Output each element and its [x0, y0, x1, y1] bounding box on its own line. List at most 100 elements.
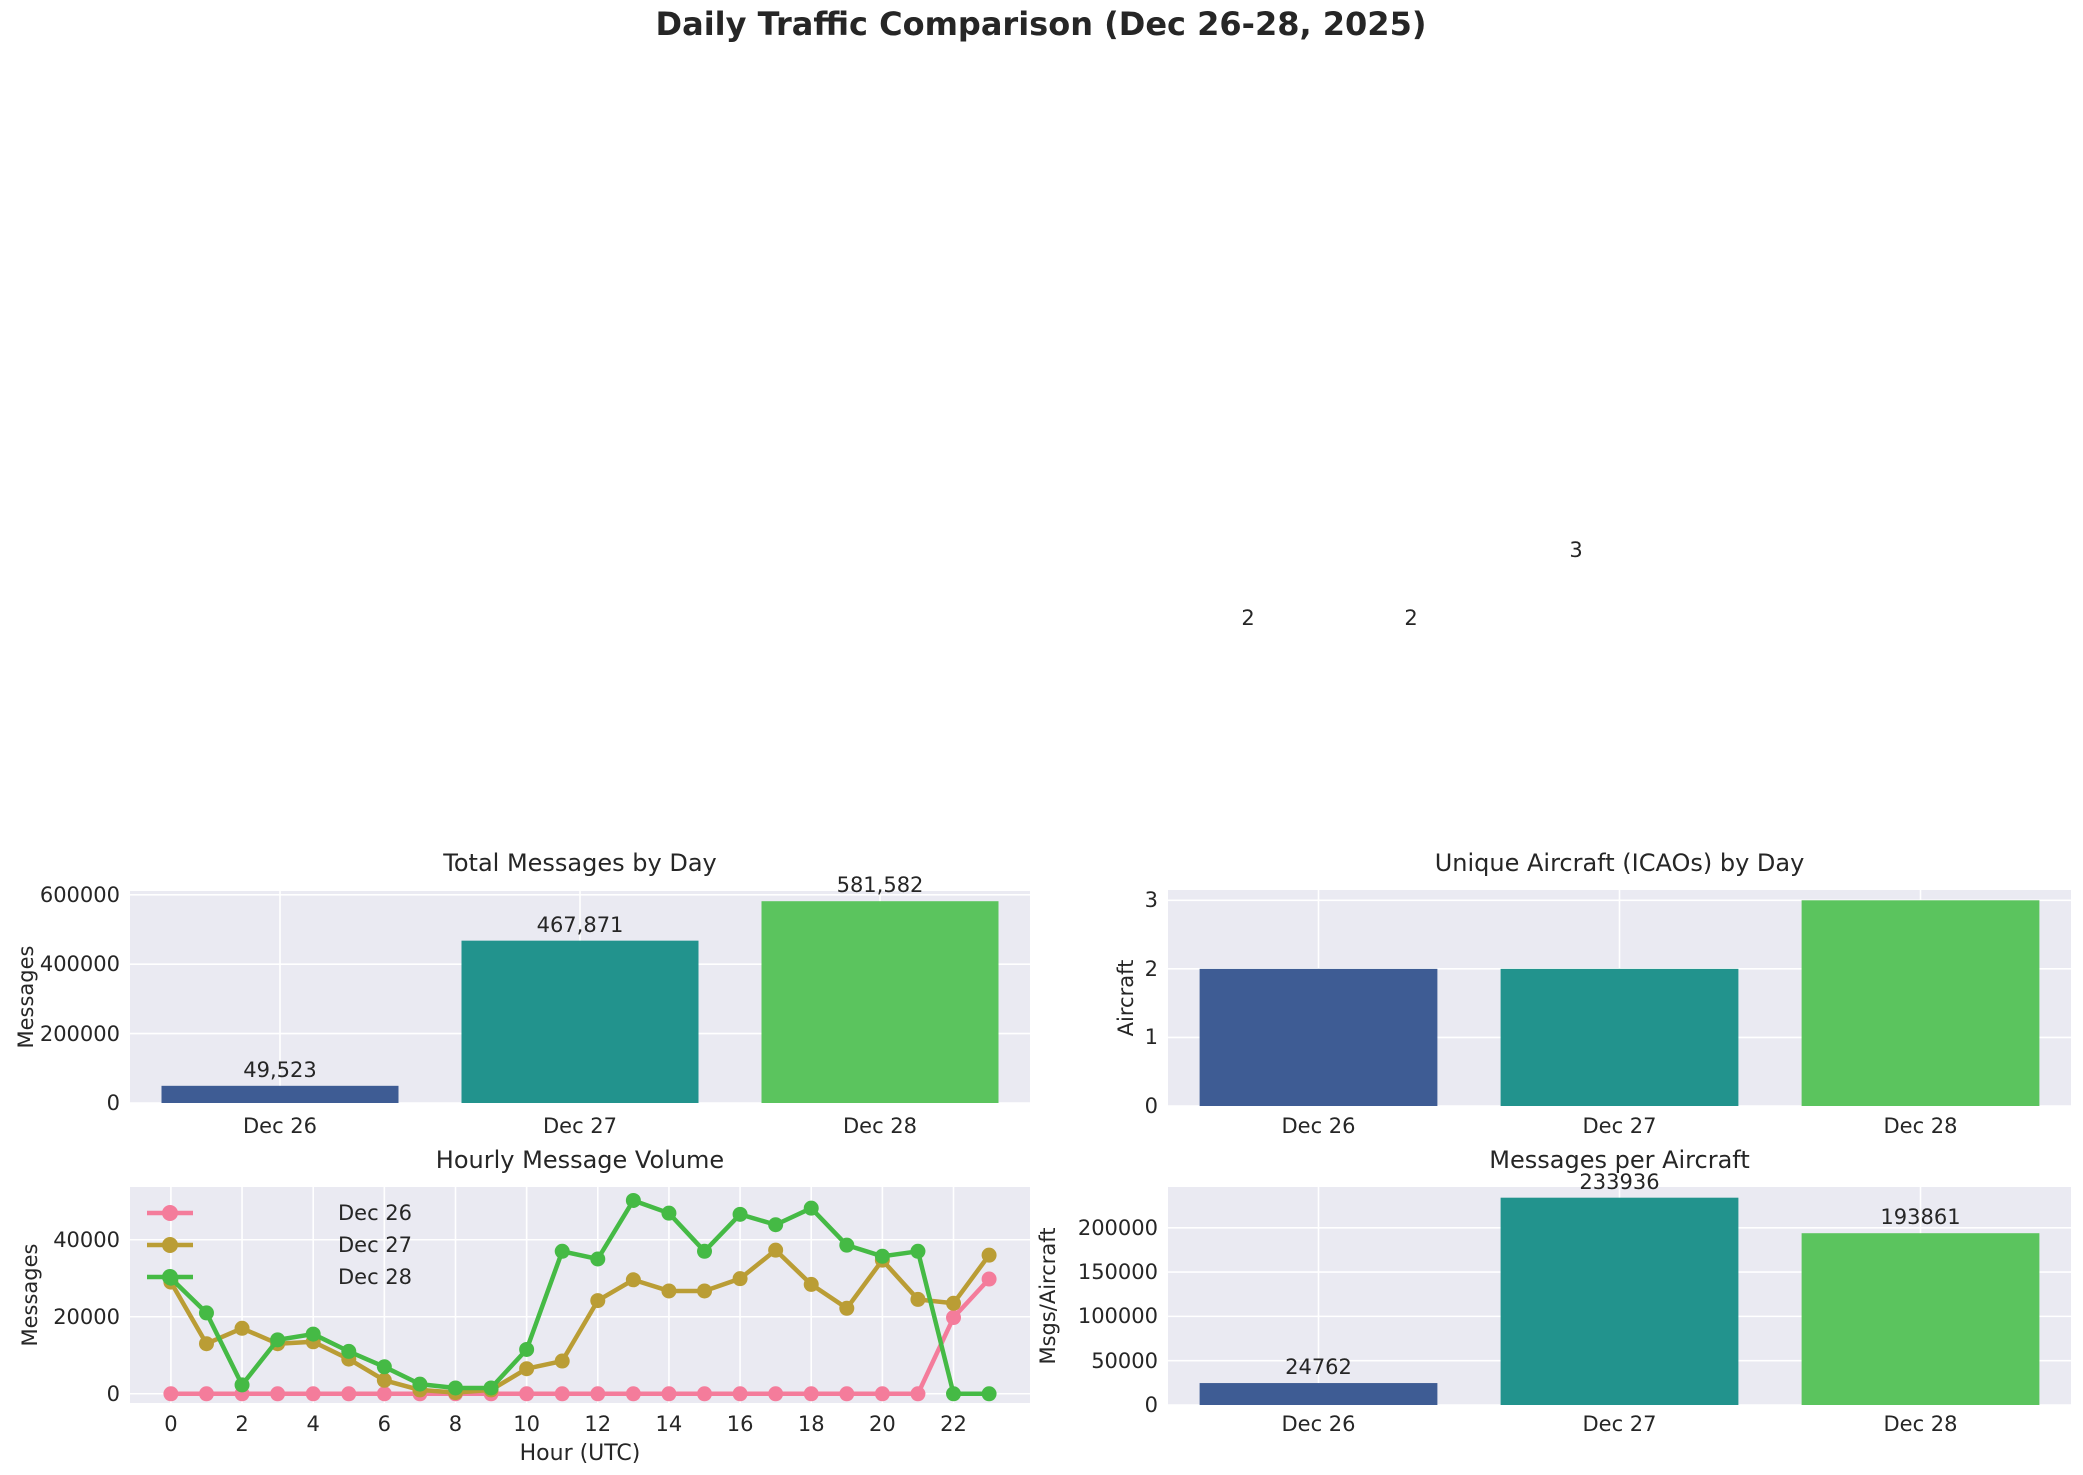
y-tick-label: 200000 — [1077, 1215, 1158, 1240]
detached-bar-value-label: 3 — [1569, 537, 1583, 562]
plot-svg — [130, 1187, 1030, 1403]
marker-dec-26 — [946, 1310, 962, 1326]
y-tick-label: 150000 — [1077, 1259, 1158, 1284]
bar-dec-26 — [1199, 1383, 1438, 1405]
marker-dec-28 — [768, 1217, 784, 1233]
marker-dec-26 — [874, 1386, 890, 1402]
bar-dec-26 — [161, 1085, 399, 1103]
y-tick-label: 0 — [106, 1381, 120, 1406]
marker-dec-28 — [305, 1326, 321, 1342]
y-tick-label: 0 — [1144, 1093, 1158, 1118]
marker-dec-26 — [661, 1386, 677, 1402]
marker-dec-27 — [590, 1293, 606, 1309]
bar-value-label: 193861 — [1880, 1205, 1961, 1230]
plot-area — [130, 891, 1030, 1103]
marker-dec-27 — [376, 1372, 392, 1388]
marker-dec-27 — [661, 1283, 677, 1299]
y-tick-label: 40000 — [53, 1227, 120, 1252]
y-tick-label: 200000 — [39, 1021, 120, 1046]
line-series-dec-28 — [169, 1198, 990, 1397]
x-tick-label: Dec 26 — [242, 1114, 318, 1138]
marker-dec-26 — [803, 1386, 819, 1402]
marker-dec-26 — [732, 1386, 748, 1402]
x-tick-label: 4 — [306, 1412, 320, 1436]
marker-dec-28 — [554, 1243, 570, 1259]
marker-dec-28 — [412, 1376, 428, 1392]
marker-dec-27 — [839, 1300, 855, 1316]
bar-dec-26 — [1199, 968, 1438, 1106]
x-tick-label: Dec 26 — [1281, 1114, 1356, 1138]
x-tick-label: Dec 28 — [842, 1114, 918, 1138]
marker-dec-26 — [625, 1386, 641, 1402]
marker-dec-28 — [625, 1192, 641, 1208]
x-tick-label: Dec 28 — [1883, 1412, 1958, 1436]
marker-dec-27 — [910, 1291, 926, 1307]
marker-dec-27 — [625, 1272, 641, 1288]
x-tick-label: 2 — [235, 1412, 249, 1436]
y-axis-label: Messages — [13, 945, 38, 1049]
y-tick-label: 100000 — [1077, 1304, 1158, 1329]
marker-dec-26 — [839, 1386, 855, 1402]
x-tick-label: Dec 26 — [1281, 1412, 1356, 1436]
x-tick-label: 8 — [448, 1412, 463, 1436]
marker-dec-26 — [198, 1386, 214, 1402]
y-tick-label: 2 — [1144, 956, 1158, 981]
x-tick-label: 18 — [797, 1412, 825, 1436]
bar-value-label: 49,523 — [243, 1057, 317, 1082]
marker-dec-27 — [519, 1361, 535, 1377]
y-tick-label: 600000 — [39, 882, 120, 907]
marker-dec-28 — [803, 1200, 819, 1216]
marker-dec-28 — [341, 1343, 357, 1359]
marker-dec-26 — [981, 1271, 997, 1287]
legend-label: Dec 28 — [338, 1264, 413, 1289]
y-tick-label: 3 — [1144, 888, 1158, 913]
marker-dec-26 — [270, 1386, 286, 1402]
marker-dec-28 — [839, 1237, 855, 1253]
x-tick-label: Dec 27 — [1582, 1412, 1657, 1436]
marker-dec-28 — [732, 1206, 748, 1222]
bar-dec-28 — [761, 901, 999, 1103]
marker-dec-27 — [768, 1242, 784, 1258]
marker-dec-28 — [519, 1341, 535, 1357]
marker-dec-26 — [554, 1386, 570, 1402]
plot-area — [1168, 890, 2071, 1106]
bar-value-label: 581,582 — [836, 873, 924, 898]
marker-dec-26 — [697, 1386, 713, 1402]
bar-dec-28 — [1801, 900, 2040, 1106]
bar-dec-28 — [1801, 1233, 2040, 1405]
marker-dec-28 — [376, 1359, 392, 1375]
chart-title: Hourly Message Volume — [435, 1146, 725, 1174]
marker-dec-28 — [910, 1243, 926, 1259]
bar-dec-27 — [461, 940, 699, 1103]
bar-dec-27 — [1500, 1197, 1739, 1405]
figure-title: Daily Traffic Comparison (Dec 26-28, 202… — [655, 5, 1427, 43]
y-axis-label: Msgs/Aircraft — [1035, 1227, 1060, 1365]
plot-area — [1168, 1187, 2071, 1405]
marker-dec-28 — [946, 1386, 962, 1402]
marker-dec-26 — [910, 1386, 926, 1402]
x-tick-label: 0 — [164, 1412, 178, 1436]
marker-dec-28 — [697, 1243, 713, 1259]
marker-dec-28 — [198, 1305, 214, 1321]
y-tick-label: 20000 — [53, 1304, 120, 1329]
marker-dec-27 — [198, 1336, 214, 1352]
x-tick-label: 20 — [868, 1412, 896, 1436]
legend-marker-swatch — [162, 1237, 178, 1253]
plot-svg — [130, 891, 1030, 1103]
y-axis-label: Messages — [17, 1243, 42, 1347]
bar-value-label: 467,871 — [536, 912, 624, 937]
marker-dec-27 — [697, 1283, 713, 1299]
x-axis-label: Hour (UTC) — [519, 1441, 641, 1466]
chart-title: Unique Aircraft (ICAOs) by Day — [1434, 849, 1805, 877]
legend-marker-swatch — [162, 1269, 178, 1285]
marker-dec-28 — [483, 1380, 499, 1396]
line-series-dec-27 — [168, 1247, 991, 1395]
marker-dec-28 — [447, 1380, 463, 1396]
detached-bar-value-label: 2 — [1404, 605, 1418, 630]
x-tick-label: 16 — [726, 1412, 754, 1436]
marker-dec-28 — [590, 1251, 606, 1267]
marker-dec-28 — [661, 1205, 677, 1221]
chart-title: Messages per Aircraft — [1489, 1146, 1750, 1174]
marker-dec-28 — [874, 1248, 890, 1264]
